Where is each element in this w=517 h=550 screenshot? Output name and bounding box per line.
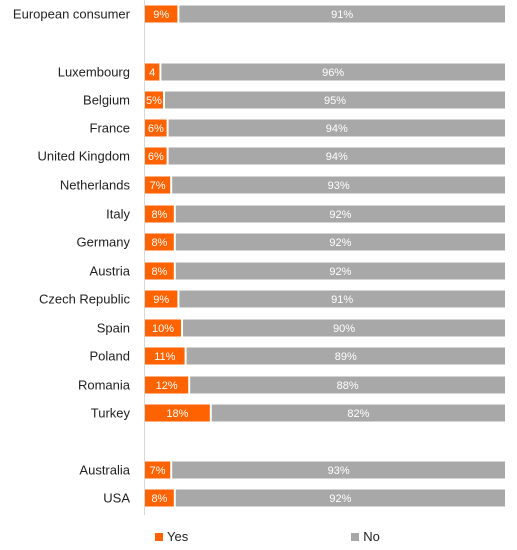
data-label-yes-poland: 11% bbox=[154, 351, 175, 363]
data-label-yes-germany: 8% bbox=[151, 237, 167, 249]
data-label-no-spain: 90% bbox=[333, 323, 355, 335]
bar-no-poland bbox=[186, 347, 505, 365]
category-label-austria: Austria bbox=[90, 264, 131, 279]
bar-no-turkey bbox=[211, 404, 506, 422]
data-label-no-european-consumer: 91% bbox=[331, 9, 353, 21]
data-label-yes-belgium: 5% bbox=[146, 95, 162, 107]
data-label-yes-united-kingdom: 6% bbox=[148, 151, 164, 163]
data-label-yes-turkey: 18% bbox=[166, 408, 188, 420]
bar-yes-poland bbox=[145, 347, 185, 365]
data-label-yes-european-consumer: 9% bbox=[153, 9, 169, 21]
data-label-yes-france: 6% bbox=[148, 123, 164, 135]
bar-no-netherlands bbox=[172, 176, 505, 194]
bar-no-france bbox=[168, 119, 505, 137]
bar-yes-turkey bbox=[145, 404, 210, 422]
data-label-no-romania: 88% bbox=[337, 380, 359, 392]
bar-yes-netherlands bbox=[145, 176, 171, 194]
bars-group: European consumer 9% 91% Luxembourg 4 96% Belg… bbox=[13, 5, 506, 507]
data-label-no-austria: 92% bbox=[329, 266, 351, 278]
category-label-germany: Germany bbox=[77, 235, 131, 250]
bar-yes-italy bbox=[145, 205, 174, 223]
bar-no-spain bbox=[183, 319, 505, 337]
category-label-belgium: Belgium bbox=[83, 93, 130, 108]
data-label-yes-romania: 12% bbox=[156, 380, 178, 392]
bar-yes-usa bbox=[145, 489, 174, 507]
category-label-luxembourg: Luxembourg bbox=[58, 65, 130, 80]
data-label-no-netherlands: 93% bbox=[328, 180, 350, 192]
data-label-yes-luxembourg: 4 bbox=[149, 67, 155, 79]
legend: Yes No bbox=[155, 529, 517, 544]
bar-no-romania bbox=[190, 376, 505, 394]
bar-yes-luxembourg bbox=[145, 63, 160, 81]
category-label-france: France bbox=[90, 121, 130, 136]
bar-no-european-consumer bbox=[179, 5, 505, 23]
category-label-australia: Australia bbox=[79, 463, 130, 478]
legend-item-no: No bbox=[351, 529, 380, 544]
data-label-yes-australia: 7% bbox=[150, 465, 166, 477]
category-label-czech-republic: Czech Republic bbox=[39, 292, 131, 307]
data-label-yes-spain: 10% bbox=[152, 323, 174, 335]
bar-no-united-kingdom bbox=[168, 147, 505, 165]
data-label-no-france: 94% bbox=[326, 123, 348, 135]
bar-yes-germany bbox=[145, 233, 174, 251]
bar-no-usa bbox=[175, 489, 506, 507]
data-label-yes-italy: 8% bbox=[151, 209, 167, 221]
data-label-no-germany: 92% bbox=[329, 237, 351, 249]
bar-no-luxembourg bbox=[161, 63, 505, 81]
bar-no-czech-republic bbox=[179, 290, 505, 308]
data-label-no-usa: 92% bbox=[329, 493, 351, 505]
legend-item-yes: Yes bbox=[155, 529, 188, 544]
data-label-no-poland: 89% bbox=[335, 351, 357, 363]
legend-label-no: No bbox=[363, 529, 380, 544]
category-label-poland: Poland bbox=[90, 349, 130, 364]
data-label-no-luxembourg: 96% bbox=[322, 67, 344, 79]
category-label-united-kingdom: United Kingdom bbox=[38, 149, 131, 164]
bar-yes-france bbox=[145, 119, 167, 137]
bar-no-belgium bbox=[165, 91, 505, 109]
data-label-no-australia: 93% bbox=[328, 465, 350, 477]
category-label-spain: Spain bbox=[97, 321, 130, 336]
legend-swatch-no bbox=[351, 532, 360, 541]
bar-yes-belgium bbox=[145, 91, 163, 109]
bar-yes-austria bbox=[145, 262, 174, 280]
bar-yes-czech-republic bbox=[145, 290, 178, 308]
data-label-no-czech-republic: 91% bbox=[331, 294, 353, 306]
data-label-no-turkey: 82% bbox=[347, 408, 369, 420]
category-label-european-consumer: European consumer bbox=[13, 7, 131, 22]
legend-label-yes: Yes bbox=[167, 529, 189, 544]
bar-no-australia bbox=[172, 461, 505, 479]
bar-yes-spain bbox=[145, 319, 181, 337]
category-label-usa: USA bbox=[103, 491, 130, 506]
data-label-yes-usa: 8% bbox=[151, 493, 167, 505]
data-label-yes-austria: 8% bbox=[151, 266, 167, 278]
legend-swatch-yes bbox=[155, 532, 163, 541]
bar-yes-united-kingdom bbox=[145, 147, 167, 165]
data-label-no-belgium: 95% bbox=[324, 95, 346, 107]
category-label-netherlands: Netherlands bbox=[60, 178, 131, 193]
data-label-no-italy: 92% bbox=[329, 209, 351, 221]
bar-yes-romania bbox=[145, 376, 189, 394]
bar-no-italy bbox=[175, 205, 506, 223]
bar-no-germany bbox=[175, 233, 506, 251]
bar-no-austria bbox=[175, 262, 506, 280]
category-label-italy: Italy bbox=[106, 207, 130, 222]
data-label-yes-czech-republic: 9% bbox=[153, 294, 169, 306]
data-label-yes-netherlands: 7% bbox=[150, 180, 166, 192]
bar-yes-european-consumer bbox=[145, 5, 178, 23]
category-label-turkey: Turkey bbox=[91, 406, 131, 421]
bar-yes-australia bbox=[145, 461, 171, 479]
data-label-no-united-kingdom: 94% bbox=[326, 151, 348, 163]
category-label-romania: Romania bbox=[78, 378, 131, 393]
